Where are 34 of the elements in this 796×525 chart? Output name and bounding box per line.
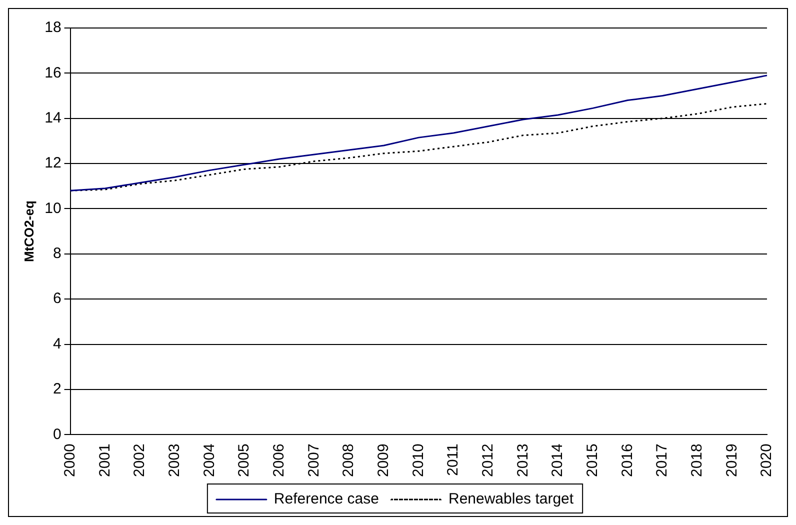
y-tick-label: 12 — [44, 154, 62, 172]
x-tick-label: 2005 — [236, 444, 253, 478]
x-tick-label: 2013 — [514, 444, 532, 478]
x-tick-label: 2015 — [584, 444, 601, 478]
x-tick-label: 2016 — [618, 444, 636, 478]
legend-label: Renewables target — [448, 490, 574, 508]
x-tick-label: 2012 — [479, 444, 496, 478]
x-tick-label: 2008 — [340, 444, 358, 478]
x-tick-label: 2019 — [723, 444, 740, 478]
x-tick-label: 2020 — [758, 444, 776, 478]
x-tick-label: 2004 — [200, 444, 218, 478]
y-tick-label: 2 — [52, 380, 62, 398]
x-tick-label: 2009 — [374, 444, 392, 478]
x-tick-label: 2000 — [61, 444, 78, 478]
y-tick-label: 16 — [44, 64, 62, 82]
x-tick-label: 2018 — [688, 444, 706, 478]
y-axis-title: MtCO2-eq — [21, 200, 36, 262]
y-tick-label: 14 — [44, 110, 62, 127]
x-tick-label: 2014 — [549, 444, 566, 478]
y-tick-label: 8 — [52, 245, 62, 262]
x-tick-label: 2011 — [444, 444, 462, 476]
x-tick-label: 2006 — [270, 444, 288, 478]
x-tick-label: 2002 — [131, 444, 148, 478]
x-tick-label: 2001 — [96, 444, 114, 478]
x-tick-label: 2017 — [654, 444, 671, 478]
y-tick-label: 6 — [52, 290, 62, 308]
x-tick-label: 2007 — [305, 444, 322, 478]
y-tick-label: 4 — [52, 335, 62, 352]
x-tick-label: 2003 — [166, 444, 183, 478]
legend-label: Reference case — [274, 490, 379, 508]
y-tick-label: 18 — [44, 19, 62, 36]
x-tick-label: 2010 — [410, 444, 427, 478]
y-tick-label: 10 — [44, 200, 62, 217]
y-tick-label: 0 — [52, 426, 62, 443]
